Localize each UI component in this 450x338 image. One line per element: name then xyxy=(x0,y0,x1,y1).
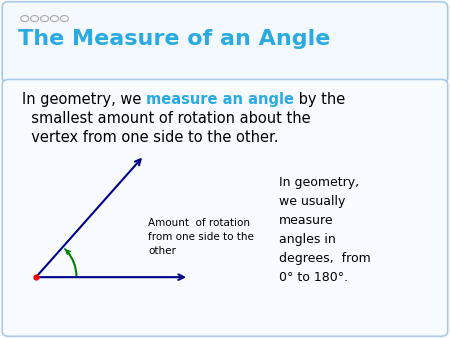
Text: vertex from one side to the other.: vertex from one side to the other. xyxy=(22,130,279,145)
Text: by the: by the xyxy=(294,92,346,107)
Text: In geometry,
we usually
measure
angles in
degrees,  from
0° to 180°.: In geometry, we usually measure angles i… xyxy=(279,176,371,284)
Text: smallest amount of rotation about the: smallest amount of rotation about the xyxy=(22,112,311,126)
FancyBboxPatch shape xyxy=(2,79,448,336)
Text: The Measure of an Angle: The Measure of an Angle xyxy=(18,29,330,49)
Text: measure an angle: measure an angle xyxy=(147,92,294,107)
FancyBboxPatch shape xyxy=(2,2,448,83)
Text: Amount  of rotation
from one side to the
other: Amount of rotation from one side to the … xyxy=(148,218,254,256)
Text: In geometry, we: In geometry, we xyxy=(22,92,147,107)
